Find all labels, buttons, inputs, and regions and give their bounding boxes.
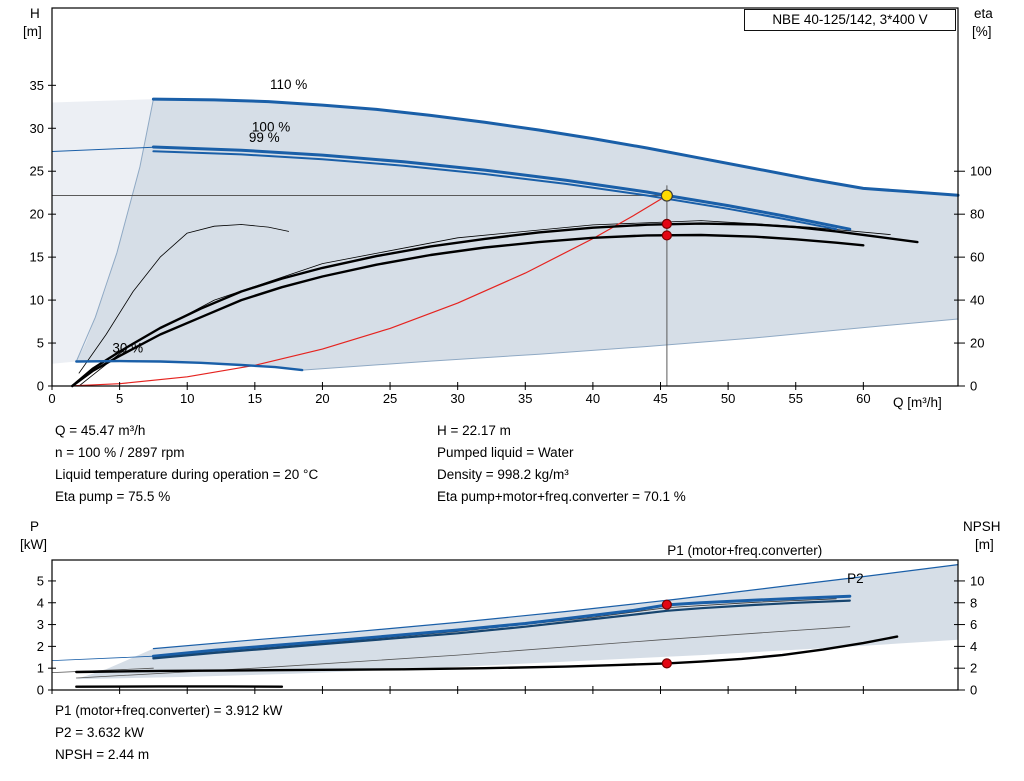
label-p1: P1 (motor+freq.converter)	[667, 543, 822, 558]
x-tick-label: 15	[248, 391, 262, 406]
x-tick-label: 0	[48, 391, 55, 406]
speed-30-curve	[75, 359, 304, 372]
x-tick-label: 20	[315, 391, 329, 406]
y-tick-right-label: 20	[970, 336, 984, 351]
pump-model-badge: NBE 40-125/142, 3*400 V	[744, 9, 956, 31]
eta-axis-label: eta	[974, 6, 993, 21]
x-tick-label: 30	[450, 391, 464, 406]
x-tick-label: 5	[116, 391, 123, 406]
y-tick-right-label: 4	[970, 639, 977, 654]
p1-dot	[661, 599, 672, 610]
eta-hook-thin	[78, 224, 289, 374]
y-tick-right-label: 10	[970, 573, 984, 588]
y-tick-right-label: 100	[970, 164, 992, 179]
info-pumped-liquid: Pumped liquid = Water	[437, 445, 574, 460]
y-tick-left-label: 0	[37, 379, 44, 394]
y-tick-left-label: 3	[37, 617, 44, 632]
label-100: 100 %	[252, 120, 290, 135]
operating-point-info-right: H = 22.17 m Pumped liquid = Water Densit…	[437, 420, 686, 508]
info-npsh: NPSH = 2.44 m	[55, 747, 150, 762]
npsh-curve	[75, 635, 899, 674]
speed-100-curve	[151, 145, 852, 231]
power-info: P1 (motor+freq.converter) = 3.912 kW P2 …	[55, 700, 282, 766]
npsh-dot	[661, 658, 672, 669]
y-tick-left-label: 5	[37, 573, 44, 588]
y-tick-right-label: 40	[970, 293, 984, 308]
min-flow-line	[75, 98, 154, 362]
x-tick-label: 25	[383, 391, 397, 406]
info-density: Density = 998.2 kg/m³	[437, 467, 569, 482]
npsh-axis-label: NPSH	[963, 519, 1001, 534]
duty-point-marker	[660, 189, 673, 202]
q-axis-label: Q [m³/h]	[893, 395, 942, 410]
operating-point-info-left: Q = 45.47 m³/h n = 100 % / 2897 rpm Liqu…	[55, 420, 318, 508]
y-tick-right-label: 0	[970, 683, 977, 698]
y-tick-left-label: 10	[30, 293, 44, 308]
h-axis-label: H	[30, 6, 40, 21]
info-p1: P1 (motor+freq.converter) = 3.912 kW	[55, 703, 283, 718]
info-speed: n = 100 % / 2897 rpm	[55, 445, 185, 460]
eta-pump-curve	[71, 222, 919, 388]
y-tick-right-label: 0	[970, 379, 977, 394]
speed-99-curve	[152, 150, 838, 231]
label-30: 30 %	[112, 340, 143, 355]
info-p2: P2 = 3.632 kW	[55, 725, 144, 740]
x-tick-label: 60	[856, 391, 870, 406]
system-curve	[71, 194, 668, 387]
y-tick-right-label: 2	[970, 661, 977, 676]
power-envelope	[76, 564, 959, 680]
x-tick-label: 50	[721, 391, 735, 406]
x-tick-label: 45	[653, 391, 667, 406]
qh-chart: 0 5 10 15 20 25 30 35 40 45 50 55 60 0 5 10 15 20 25 30 35 0 2…	[30, 7, 992, 406]
p-110-line	[152, 564, 959, 650]
x-tick-label: 55	[788, 391, 802, 406]
eta-total-dot	[661, 230, 672, 241]
eta-pump-dot	[661, 218, 672, 229]
x-tick-label: 40	[586, 391, 600, 406]
info-eta-total: Eta pump+motor+freq.converter = 70.1 %	[437, 489, 686, 504]
max-flow-line	[301, 318, 959, 371]
left-stub-line	[51, 146, 154, 152]
y-tick-left-label: 0	[37, 683, 44, 698]
h-axis-unit: [m]	[23, 24, 42, 39]
y-tick-left-label: 25	[30, 164, 44, 179]
low-flow-region	[52, 99, 154, 364]
y-tick-left-label: 2	[37, 639, 44, 654]
p-left-stub-1	[51, 655, 154, 661]
y-tick-left-label: 4	[37, 595, 44, 610]
p1-curve	[151, 594, 852, 658]
eta-total-curve	[71, 233, 865, 388]
y-tick-left-label: 15	[30, 250, 44, 265]
p-axis-label: P	[30, 519, 40, 534]
y-tick-right-label: 6	[970, 617, 977, 632]
label-p2: P2	[847, 571, 864, 586]
p2-curve	[152, 599, 851, 660]
info-h: H = 22.17 m	[437, 423, 511, 438]
eta-axis-unit: [%]	[972, 24, 992, 39]
info-eta-pump: Eta pump = 75.5 %	[55, 489, 171, 504]
y-tick-left-label: 1	[37, 661, 44, 676]
p-left-stub-2	[51, 667, 154, 673]
qh-chart-frame	[51, 7, 959, 387]
label-99: 99 %	[249, 130, 280, 145]
y-tick-right-label: 80	[970, 207, 984, 222]
x-tick-label: 35	[518, 391, 532, 406]
label-110: 110 %	[270, 77, 307, 92]
npsh-axis-unit: [m]	[975, 537, 994, 552]
speed-110-curve	[151, 97, 960, 197]
y-tick-left-label: 35	[30, 78, 44, 93]
info-q: Q = 45.47 m³/h	[55, 423, 146, 438]
y-tick-left-label: 30	[30, 121, 44, 136]
operating-point-info: Q = 45.47 m³/h n = 100 % / 2897 rpm Liqu…	[55, 420, 995, 512]
y-tick-right-label: 8	[970, 595, 977, 610]
y-tick-left-label: 5	[37, 336, 44, 351]
info-liquid-temp: Liquid temperature during operation = 20…	[55, 467, 319, 482]
x-tick-label: 10	[180, 391, 194, 406]
y-tick-left-label: 20	[30, 207, 44, 222]
power-chart: 0 1 2 3 4 5 0 2 4 6 8 10 P1 (motor+freq.converter) P2	[37, 543, 985, 698]
p-axis-unit: [kW]	[20, 537, 47, 552]
y-tick-right-label: 60	[970, 250, 984, 265]
